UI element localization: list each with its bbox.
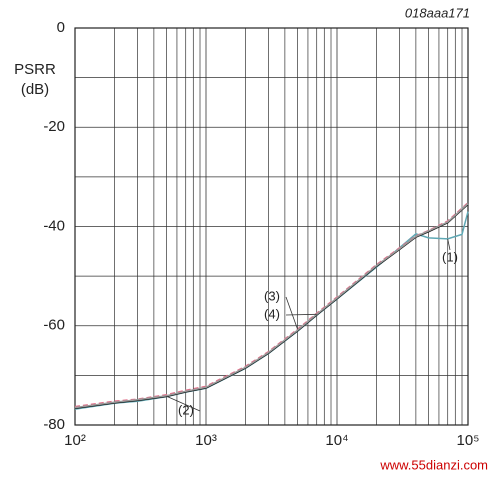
leader-line bbox=[447, 238, 451, 251]
y-tick-label: -80 bbox=[43, 416, 65, 433]
curve-label: (4) bbox=[264, 306, 280, 321]
leader-line bbox=[166, 395, 201, 412]
y-tick-label: -40 bbox=[43, 217, 65, 234]
series-line bbox=[74, 203, 469, 409]
plot-frame bbox=[74, 27, 469, 426]
series-line bbox=[74, 202, 469, 408]
x-tick-label: 10⁵ bbox=[457, 432, 480, 449]
x-tick-label: 10³ bbox=[195, 432, 217, 449]
curve-label: (2) bbox=[178, 402, 194, 417]
y-tick-label: 0 bbox=[57, 19, 65, 36]
y-tick-label: -60 bbox=[43, 317, 65, 334]
curve-label: (3) bbox=[264, 288, 280, 303]
y-tick-label: -20 bbox=[43, 118, 65, 135]
leader-line bbox=[285, 296, 298, 330]
x-tick-label: 10² bbox=[64, 432, 86, 449]
curve-label: (1) bbox=[442, 249, 458, 264]
figure-id: 018aaa171 bbox=[405, 5, 470, 20]
leader-line bbox=[285, 313, 317, 316]
y-axis-label: (dB) bbox=[21, 81, 49, 98]
x-tick-label: 10⁴ bbox=[325, 432, 348, 449]
y-axis-label: PSRR bbox=[14, 61, 56, 78]
watermark: www.55dianzi.com bbox=[379, 457, 488, 472]
